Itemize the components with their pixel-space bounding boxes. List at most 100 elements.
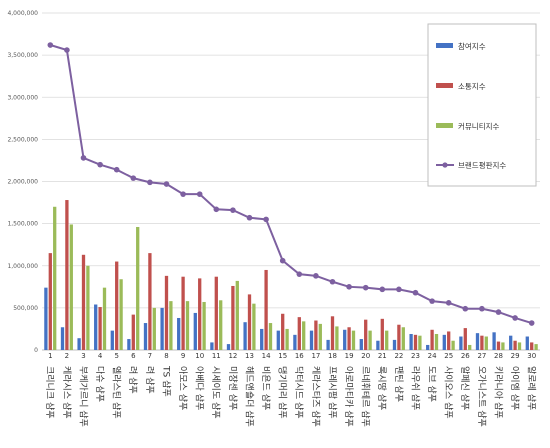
line-point-9 [180, 191, 186, 197]
line-point-24 [429, 298, 435, 304]
bar-2-19 [347, 327, 351, 350]
category-number: 19 [345, 352, 354, 360]
category-label: 도브 샴푸 [426, 366, 437, 402]
category-label: 다슈 샴푸 [94, 366, 105, 402]
line-point-25 [445, 300, 452, 306]
line-point-15 [279, 257, 286, 264]
category-number: 26 [461, 352, 470, 360]
bar-1-12 [226, 344, 231, 350]
category-number: 22 [394, 352, 403, 360]
bar-1-20 [359, 339, 363, 350]
line-point-12 [230, 207, 236, 213]
line-point-23 [412, 289, 419, 296]
category-label: 팬틴 샴푸 [393, 366, 404, 402]
category-number: 5 [114, 352, 118, 360]
category-label: 오가니스트 샴푸 [476, 366, 487, 427]
legend-swatch-marker [442, 162, 448, 168]
legend-box [427, 23, 537, 187]
legend-swatch-3 [436, 123, 453, 128]
bar-1-9 [177, 317, 181, 350]
bar-1-29 [509, 335, 513, 350]
category-number: 13 [245, 352, 254, 360]
category-label: 크리니크 샴푸 [44, 366, 55, 419]
bar-3-21 [385, 330, 389, 350]
bar-3-4 [102, 287, 107, 350]
bar-1-8 [160, 307, 164, 350]
bar-2-24 [430, 329, 434, 350]
bar-2-18 [330, 316, 335, 350]
category-label: 댕기머리 샴푸 [277, 366, 288, 419]
y-tick-label: 2,000,000 [7, 179, 38, 186]
category-label: 알로레 샴푸 [526, 366, 537, 410]
line-point-29 [512, 315, 518, 321]
category-number: 25 [444, 352, 453, 360]
category-number: 23 [411, 352, 420, 360]
category-number: 10 [195, 352, 204, 360]
category-label: 아이엠 샴푸 [509, 366, 521, 410]
bar-1-21 [376, 340, 380, 350]
bar-2-7 [148, 253, 152, 350]
category-label: 사이오스 샴푸 [443, 366, 454, 419]
y-tick-label: 4,000,000 [7, 10, 38, 17]
legend-label-4: 브랜드평판지수 [458, 160, 506, 170]
category-label: 케라스타즈 샴푸 [310, 366, 321, 427]
line-point-22 [396, 286, 402, 293]
category-label: 비욘드 샴푸 [260, 366, 271, 410]
line-point-28 [495, 309, 502, 315]
bar-2-2 [65, 200, 69, 350]
y-tick-label: 3,500,000 [7, 52, 38, 59]
line-point-1 [47, 42, 54, 48]
category-label: 아로마티카 샴푸 [343, 366, 354, 427]
bar-3-12 [235, 280, 239, 350]
bar-1-6 [127, 339, 131, 350]
bar-2-17 [314, 320, 318, 350]
category-label: 케라시스 샴푸 [61, 366, 72, 419]
bar-1-7 [143, 323, 148, 350]
bar-3-22 [401, 327, 405, 350]
bar-2-20 [364, 319, 368, 350]
category-number: 16 [295, 352, 304, 360]
bar-1-1 [44, 287, 48, 350]
bar-3-7 [152, 307, 156, 350]
line-point-10 [196, 191, 203, 197]
category-number: 30 [527, 352, 536, 360]
bar-3-27 [484, 336, 488, 350]
category-label: 프레시팜 샴푸 [326, 366, 337, 419]
category-label: 라우쉬 샴푸 [409, 366, 420, 410]
bar-3-23 [418, 335, 422, 350]
bar-3-29 [517, 342, 522, 350]
line-point-16 [296, 271, 303, 277]
y-tick-label: 0 [34, 347, 38, 354]
bar-3-11 [219, 300, 223, 350]
bar-3-2 [69, 224, 73, 350]
category-label: 부케가르니 샴푸 [77, 366, 88, 427]
line-point-4 [97, 161, 103, 168]
category-number: 7 [148, 352, 152, 360]
bar-3-10 [202, 301, 206, 350]
bar-2-4 [98, 307, 102, 350]
bar-1-4 [94, 304, 98, 350]
bar-3-28 [501, 342, 505, 350]
category-number: 24 [428, 352, 437, 360]
category-number: 18 [328, 352, 337, 360]
line-point-18 [329, 278, 336, 285]
category-number: 29 [511, 352, 520, 360]
y-tick-label: 1,500,000 [7, 221, 38, 228]
bar-2-27 [480, 335, 484, 350]
bar-2-29 [513, 340, 517, 350]
bar-2-1 [48, 253, 52, 350]
line-point-30 [528, 320, 535, 326]
bar-3-13 [252, 303, 256, 350]
bar-2-5 [115, 261, 119, 350]
category-label: 려 샴푸 [144, 366, 155, 394]
category-number: 8 [164, 352, 168, 360]
bar-1-2 [60, 327, 65, 350]
line-point-13 [246, 214, 253, 221]
category-number: 21 [378, 352, 387, 360]
legend-label-3: 커뮤니티지수 [458, 122, 499, 131]
bar-2-15 [281, 313, 285, 350]
category-number: 9 [181, 352, 185, 360]
bar-2-3 [81, 254, 86, 350]
line-point-5 [113, 166, 120, 173]
